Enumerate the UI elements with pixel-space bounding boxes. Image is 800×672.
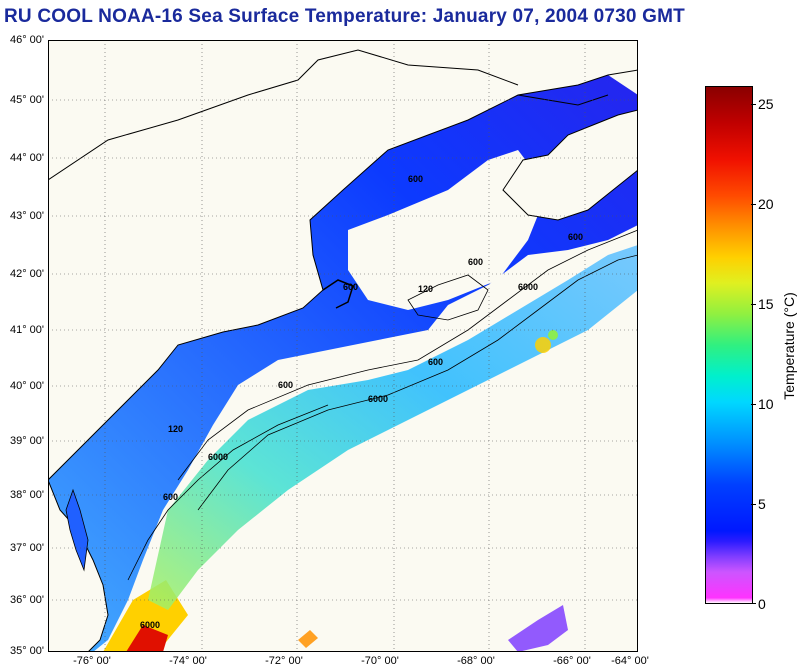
contour-600 [177, 229, 638, 481]
offshore-patch [508, 605, 568, 652]
colorbar-tick-label: 0 [758, 596, 766, 612]
x-tick-label: -68° 00' [457, 655, 495, 667]
contour-label: 600 [343, 282, 358, 292]
y-tick-label: 38° 00' [9, 489, 44, 501]
contour-label: 600 [468, 257, 483, 267]
chesapeake-bay [65, 488, 89, 572]
contour-label: 600 [163, 492, 178, 502]
y-tick-label: 40° 00' [9, 380, 44, 392]
colorbar-tick-label: 5 [758, 496, 766, 512]
colorbar-tick-label: 20 [758, 196, 774, 212]
contour-6000 [197, 254, 638, 511]
x-tick-label: -74° 00' [169, 655, 207, 667]
temperature-colorbar [705, 86, 753, 604]
colorbar-tick-mark [751, 504, 756, 505]
map-graphic: 600 600 600 600 600 600 600 6000 6000 60… [48, 40, 638, 652]
y-tick-label: 44° 00' [9, 152, 44, 164]
x-tick-label: -64° 00' [611, 655, 649, 667]
cloud-gap-offshore [228, 380, 638, 652]
land-north [48, 40, 638, 481]
y-tick-label: 37° 00' [9, 542, 44, 554]
y-tick-label: 41° 00' [9, 324, 44, 336]
y-tick-label: 39° 00' [9, 435, 44, 447]
y-tick-label: 46° 00' [9, 34, 44, 46]
contour-label: 6000 [208, 452, 228, 462]
y-tick-label: 35° 00' [9, 645, 44, 657]
y-tick-label: 45° 00' [9, 94, 44, 106]
contour-label: 600 [408, 174, 423, 184]
x-tick-label: -72° 00' [265, 655, 303, 667]
contour-label: 600 [278, 380, 293, 390]
colorbar-tick-mark [751, 104, 756, 105]
contour-label: 120 [418, 284, 433, 294]
colorbar-tick-label: 25 [758, 96, 774, 112]
nova-scotia [502, 109, 638, 221]
colorbar-tick-mark [751, 603, 756, 604]
contour-label: 120 [168, 424, 183, 434]
cape-cod [322, 279, 354, 309]
offshore-patch [298, 630, 318, 648]
colorbar-tick-label: 15 [758, 296, 774, 312]
contour-label: 6000 [368, 394, 388, 404]
border-line [48, 49, 519, 181]
contour-120 [127, 404, 329, 581]
x-tick-label: -76° 00' [73, 655, 111, 667]
colorbar-tick-mark [751, 404, 756, 405]
shelf-water [148, 245, 638, 610]
y-tick-label: 36° 00' [9, 594, 44, 606]
colorbar-tick-mark [751, 304, 756, 305]
contour-georges [407, 274, 489, 321]
contour-label: 600 [568, 232, 583, 242]
warm-eddy [548, 330, 558, 340]
contour-label: 6000 [140, 620, 160, 630]
colorbar-label: Temperature (°C) [781, 292, 797, 400]
contour-label: 600 [428, 357, 443, 367]
y-tick-label: 42° 00' [9, 268, 44, 280]
x-tick-label: -70° 00' [361, 655, 399, 667]
warm-eddy [535, 337, 551, 353]
map-title: RU COOL NOAA-16 Sea Surface Temperature:… [4, 6, 685, 27]
y-tick-label: 43° 00' [9, 210, 44, 222]
hot-water-patch [126, 625, 168, 652]
x-tick-label: -66° 00' [553, 655, 591, 667]
contour-label: 6000 [518, 282, 538, 292]
colorbar-tick-label: 10 [758, 396, 774, 412]
cloud-gap-gulf-of-maine [348, 150, 548, 310]
colorbar-tick-mark [751, 204, 756, 205]
sst-map[interactable]: 600 600 600 600 600 600 600 6000 6000 60… [48, 40, 638, 652]
